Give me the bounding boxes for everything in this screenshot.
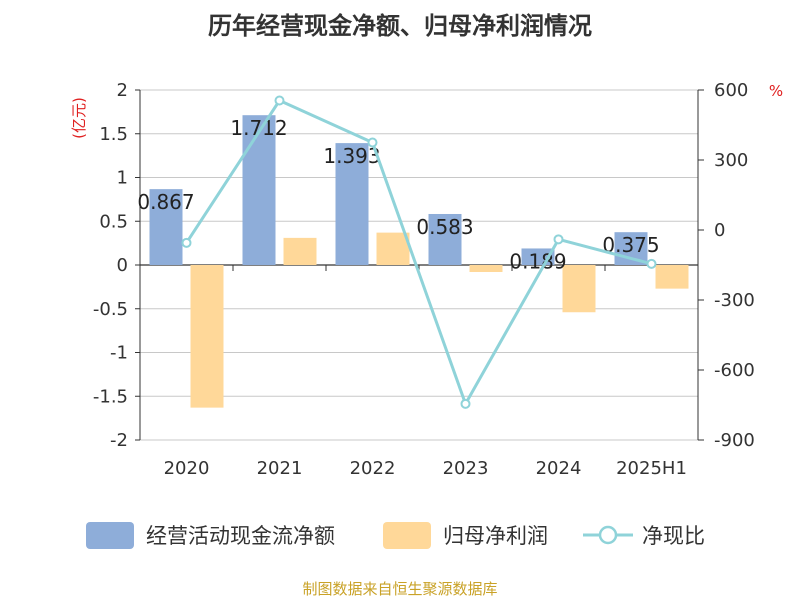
net-cash-ratio-point [367, 137, 378, 148]
legend-label-netprofit: 归母净利润 [443, 524, 548, 548]
legend-label-ratio: 净现比 [642, 524, 705, 548]
net-cash-ratio-point [460, 398, 471, 409]
left-tick-label: 0 [117, 255, 128, 276]
netprofit-bar [190, 265, 224, 408]
netprofit-bar [655, 265, 689, 289]
netprofit-bar [376, 232, 410, 265]
cashflow-bar [428, 213, 462, 265]
left-axis-unit: (亿元) [70, 97, 88, 139]
right-tick-label: -300 [714, 290, 755, 311]
netprofit-bar [469, 265, 503, 272]
left-tick-label: 1.5 [99, 124, 128, 145]
right-tick-label: 600 [714, 80, 748, 101]
data-label: 0.583 [416, 215, 473, 239]
right-tick-label: -600 [714, 360, 755, 381]
right-axis-unit: % [769, 82, 783, 100]
left-tick-label: -1 [110, 343, 128, 364]
net-cash-ratio-point [646, 258, 657, 269]
left-tick-label: 0.5 [99, 211, 128, 232]
net-cash-ratio-line [185, 99, 652, 406]
legend-swatch-cashflow [86, 522, 134, 549]
left-tick-label: 2 [117, 80, 128, 101]
x-tick-label: 2024 [536, 458, 582, 479]
net-cash-ratio-point [181, 237, 192, 248]
left-tick-label: -1.5 [93, 386, 128, 407]
data-label: 1.712 [230, 116, 287, 140]
x-tick-label: 2025H1 [616, 458, 687, 479]
chart-title: 历年经营现金净额、归母净利润情况 [208, 12, 592, 40]
left-tick-label: -2 [110, 430, 128, 451]
right-tick-label: 300 [714, 150, 748, 171]
x-tick-label: 2021 [257, 458, 303, 479]
cashflow-bar [242, 115, 276, 265]
netprofit-bar [562, 265, 596, 313]
x-tick-label: 2023 [443, 458, 489, 479]
legend-label-cashflow: 经营活动现金流净额 [146, 524, 335, 548]
net-cash-ratio-point [553, 234, 564, 245]
x-tick-label: 2022 [350, 458, 396, 479]
cashflow-bar [149, 189, 183, 265]
left-tick-label: -0.5 [93, 299, 128, 320]
x-tick-label: 2020 [164, 458, 210, 479]
right-tick-label: -900 [714, 430, 755, 451]
cashflow-bar [335, 143, 369, 265]
legend-swatch-netprofit [383, 522, 431, 549]
legend-swatch-ratio-point [598, 525, 618, 545]
data-label: 0.867 [137, 190, 194, 214]
left-tick-label: 1 [117, 168, 128, 189]
data-label: 1.393 [323, 144, 380, 168]
right-tick-label: 0 [714, 220, 725, 241]
source-note: 制图数据来自恒生聚源数据库 [302, 580, 498, 598]
netprofit-bar [283, 237, 317, 265]
net-cash-ratio-point [274, 95, 285, 106]
data-label: 0.189 [509, 249, 566, 273]
